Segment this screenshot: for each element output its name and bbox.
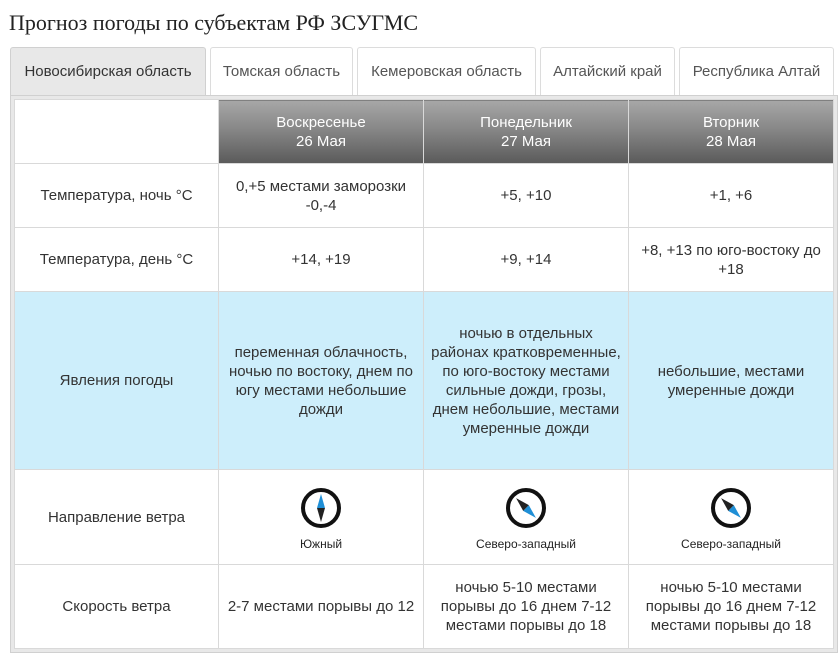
phenomena-value: переменная облачность, ночью по востоку,… [218,291,424,470]
tab-kemerovo[interactable]: Кемеровская область [357,47,536,95]
compass-icon-northwest [711,487,751,528]
day-weekday: Воскресенье [276,113,366,131]
tab-altai-republic[interactable]: Республика Алтай [679,47,834,95]
tab-novosibirsk[interactable]: Новосибирская область [10,47,206,95]
table-row-temp-day: Температура, день °C +14, +19 +9, +14 +8… [14,227,834,292]
day-date: 27 Мая [501,132,551,150]
row-label-phenomena: Явления погоды [14,291,219,470]
day-weekday: Понедельник [480,113,572,131]
row-label-temp-day: Температура, день °C [14,227,219,292]
row-label-wind-direction: Направление ветра [14,469,219,565]
phenomena-value: ночью в отдельных районах кратковременны… [423,291,629,470]
wind-speed-value: ночью 5-10 местами порывы до 16 днем 7-1… [423,564,629,649]
temp-day-value: +14, +19 [218,227,424,292]
day-date: 28 Мая [706,132,756,150]
wind-direction-label: Северо-западный [476,536,576,551]
temp-night-value: +1, +6 [628,163,834,228]
tab-altai-krai[interactable]: Алтайский край [540,47,675,95]
compass-icon-south [301,487,341,528]
forecast-panel: Воскресенье 26 Мая Понедельник 27 Мая Вт… [10,95,838,653]
region-tabs: Новосибирская область Томская область Ке… [10,47,838,95]
tab-tomsk[interactable]: Томская область [210,47,353,95]
day-weekday: Вторник [702,113,760,131]
wind-direction-cell: Южный [218,469,424,565]
wind-speed-value: 2-7 местами порывы до 12 [218,564,424,649]
forecast-table: Воскресенье 26 Мая Понедельник 27 Мая Вт… [14,99,834,649]
row-label-temp-night: Температура, ночь °C [14,163,219,228]
page-title: Прогноз погоды по субъектам РФ ЗСУГМС [9,10,419,35]
wind-direction-label: Южный [299,536,343,551]
wind-direction-cell: Северо-западный [628,469,834,565]
table-corner [14,99,219,164]
table-row-phenomena: Явления погоды переменная облачность, но… [14,291,834,470]
phenomena-value: небольшие, местами умеренные дожди [628,291,834,470]
table-header-row: Воскресенье 26 Мая Понедельник 27 Мая Вт… [14,99,834,164]
temp-night-value: 0,+5 местами заморозки -0,-4 [218,163,424,228]
compass-icon-northwest [506,487,546,528]
table-row-temp-night: Температура, ночь °C 0,+5 местами заморо… [14,163,834,228]
row-label-wind-speed: Скорость ветра [14,564,219,649]
table-row-wind-direction: Направление ветра Южный [14,469,834,565]
day-date: 26 Мая [296,132,346,150]
temp-day-value: +8, +13 по юго-востоку до +18 [628,227,834,292]
wind-direction-cell: Северо-западный [423,469,629,565]
wind-direction-label: Северо-западный [681,536,781,551]
temp-day-value: +9, +14 [423,227,629,292]
day-header: Понедельник 27 Мая [423,99,629,164]
day-header: Вторник 28 Мая [628,99,834,164]
table-row-wind-speed: Скорость ветра 2-7 местами порывы до 12 … [14,564,834,649]
day-header: Воскресенье 26 Мая [218,99,424,164]
wind-speed-value: ночью 5-10 местами порывы до 16 днем 7-1… [628,564,834,649]
temp-night-value: +5, +10 [423,163,629,228]
